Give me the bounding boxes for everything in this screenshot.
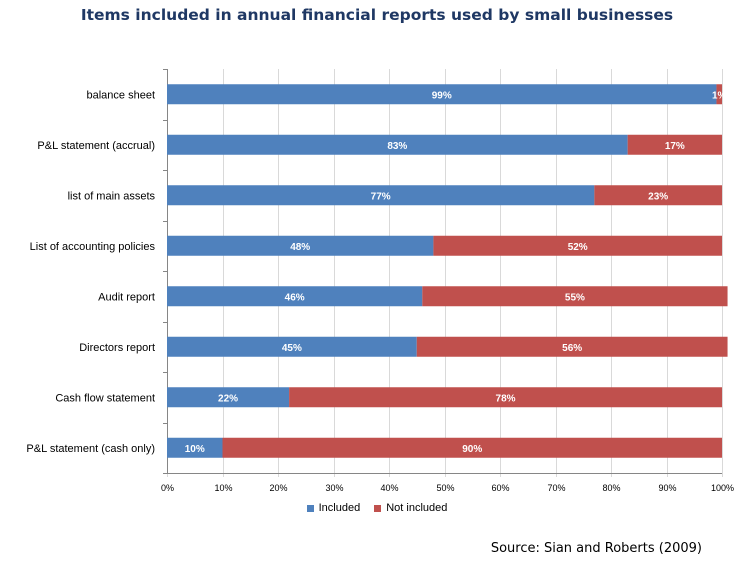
data-label-included: 10% [185,444,205,455]
data-label-included: 83% [387,141,407,152]
data-label-included: 48% [290,242,310,253]
data-label-not-included: 78% [496,393,516,404]
bar-included [167,84,717,105]
bar-included [167,185,595,206]
data-label-included: 77% [371,191,391,202]
bar-not-included [416,336,728,357]
category-label: Cash flow statement [55,392,155,404]
legend-label-included: Included [318,502,361,514]
bar-included [167,286,423,307]
x-tick-label: 10% [214,483,232,493]
x-tick-label: 20% [269,483,287,493]
category-label: List of accounting policies [30,241,156,253]
data-label-not-included: 1% [712,90,727,101]
category-label: Audit report [98,291,155,303]
data-label-not-included: 52% [568,242,588,253]
legend-item-not-included: Not included [374,502,447,514]
data-label-not-included: 90% [462,444,482,455]
legend-item-included: Included [306,502,361,514]
x-tick-label: 100% [711,483,734,493]
category-label: P&L statement (cash only) [26,443,155,455]
data-label-included: 46% [285,292,305,303]
chart-title: Items included in annual financial repor… [80,6,674,24]
x-tick-label: 40% [380,483,398,493]
bar-not-included [433,235,722,256]
bar-included [167,134,628,155]
bar-not-included [422,286,728,307]
data-label-included: 99% [432,90,452,101]
category-label: list of main assets [68,190,156,202]
x-tick-label: 70% [547,483,565,493]
x-tick-label: 60% [491,483,509,493]
bar-included [167,336,417,357]
bar-included [167,437,223,458]
bar-not-included [222,437,722,458]
bar-not-included [289,387,722,408]
category-label: balance sheet [87,89,156,101]
legend-swatch-included [306,504,314,512]
x-tick-label: 90% [658,483,676,493]
bar-included [167,387,290,408]
category-label: Directors report [79,342,155,354]
bar-not-included [716,84,722,105]
legend: Included Not included [0,502,754,514]
data-label-included: 22% [218,393,238,404]
bar-not-included [627,134,722,155]
source-note: Source: Sian and Roberts (2009) [490,541,702,556]
legend-label-not-included: Not included [386,502,448,514]
data-label-not-included: 17% [665,141,685,152]
x-tick-label: 0% [161,483,174,493]
x-tick-label: 30% [325,483,343,493]
data-label-not-included: 56% [562,343,582,354]
data-label-not-included: 23% [648,191,668,202]
legend-swatch-not-included [374,504,382,512]
data-label-included: 45% [282,343,302,354]
category-label: P&L statement (accrual) [37,140,155,152]
data-label-not-included: 55% [565,292,585,303]
bar-not-included [594,185,722,206]
x-tick-label: 80% [602,483,620,493]
bar-included [167,235,434,256]
x-tick-label: 50% [436,483,454,493]
